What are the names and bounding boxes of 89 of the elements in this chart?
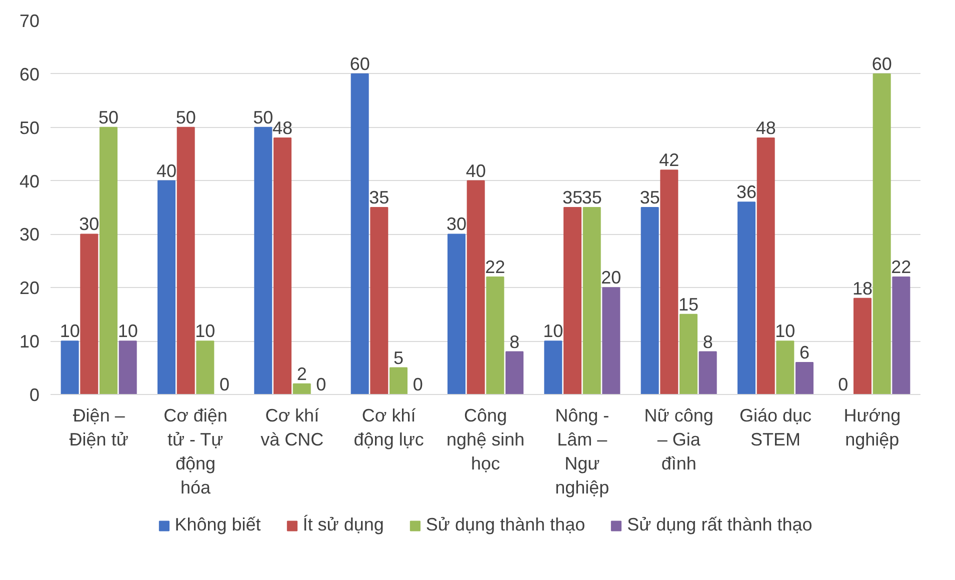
bar xyxy=(254,126,272,394)
data-label: 2 xyxy=(296,364,307,384)
bar xyxy=(872,73,891,394)
data-label: 10 xyxy=(195,321,216,342)
data-label: 50 xyxy=(253,107,274,128)
data-label: 18 xyxy=(852,278,873,298)
x-tick-label: Cơ khí và CNC xyxy=(260,406,324,450)
y-tick-label: 0 xyxy=(29,385,40,405)
data-label: 36 xyxy=(736,182,757,202)
y-tick-label: 20 xyxy=(19,278,40,298)
x-tick-label: Nông - Lâm – Ngư nghiệp xyxy=(555,406,610,498)
data-label: 10 xyxy=(543,321,564,342)
data-label: 0 xyxy=(219,374,230,394)
data-label: 0 xyxy=(838,374,848,394)
data-label: 8 xyxy=(702,332,713,352)
bar xyxy=(157,180,176,394)
data-label: 30 xyxy=(446,214,467,234)
x-tick-label: Cơ khí động lực xyxy=(354,406,424,450)
data-label: 40 xyxy=(466,160,486,181)
data-label: 35 xyxy=(640,188,660,208)
legend-label: Sử dụng thành thạo xyxy=(426,514,586,536)
x-tick-label: Công nghệ sinh học xyxy=(446,406,525,474)
legend-label: Ít sử dụng xyxy=(302,514,384,536)
bar xyxy=(582,207,601,394)
bar xyxy=(853,298,872,394)
legend-label: Không biết xyxy=(174,514,261,536)
data-label: 40 xyxy=(156,160,177,181)
data-label: 20 xyxy=(601,268,622,288)
data-label: 22 xyxy=(891,256,912,277)
bar xyxy=(118,340,137,394)
data-label: 6 xyxy=(799,342,810,362)
data-label: 15 xyxy=(678,294,699,314)
bar xyxy=(698,351,717,394)
data-label: 42 xyxy=(659,150,680,170)
bar xyxy=(370,207,388,394)
bar xyxy=(660,170,678,394)
data-label: 48 xyxy=(272,118,293,138)
y-tick-label: 30 xyxy=(19,224,40,245)
y-tick-label: 60 xyxy=(19,64,40,84)
bar xyxy=(892,276,910,394)
data-label: 30 xyxy=(79,214,100,234)
bar xyxy=(756,138,775,394)
data-label: 5 xyxy=(393,348,404,368)
data-label: 60 xyxy=(872,54,892,74)
bar xyxy=(679,314,698,394)
bar xyxy=(544,340,562,394)
x-tick-label: Cơ điện tử - Tự động hóa xyxy=(164,406,228,498)
data-label: 35 xyxy=(562,188,583,208)
bar xyxy=(350,73,369,394)
bar xyxy=(273,138,292,394)
bar xyxy=(505,351,524,394)
data-label: 35 xyxy=(369,188,390,208)
bar xyxy=(447,234,466,394)
data-label: 50 xyxy=(176,107,196,128)
data-label: 10 xyxy=(60,321,80,342)
y-tick-label: 70 xyxy=(19,11,40,31)
x-tick-label: Điện – Điện tử xyxy=(69,406,128,450)
x-tick-label: Nữ công – Gia đình xyxy=(644,406,714,474)
y-tick-label: 10 xyxy=(19,332,40,352)
bar xyxy=(99,126,118,394)
legend-label: Sử dụng rất thành thạo xyxy=(627,514,812,536)
data-label: 35 xyxy=(582,188,602,208)
bar xyxy=(486,276,504,394)
data-label: 0 xyxy=(316,374,326,394)
bar xyxy=(795,362,814,394)
data-label: 48 xyxy=(756,118,776,138)
bar xyxy=(196,340,214,394)
data-label: 10 xyxy=(118,321,138,342)
data-label: 22 xyxy=(485,256,506,277)
x-tick-label: Giáo dục STEM xyxy=(739,406,812,450)
bar xyxy=(563,207,582,394)
bar xyxy=(292,383,311,394)
data-label: 50 xyxy=(98,107,119,128)
bar xyxy=(466,180,485,394)
bar xyxy=(640,207,659,394)
data-label: 0 xyxy=(412,374,423,394)
bar xyxy=(776,340,794,394)
bar xyxy=(602,287,620,394)
data-label: 8 xyxy=(509,332,520,352)
bar xyxy=(176,126,195,394)
y-tick-label: 40 xyxy=(19,171,40,192)
bar xyxy=(389,367,408,394)
x-tick-label: Hướng nghiệp xyxy=(844,406,901,450)
data-label: 60 xyxy=(350,54,370,74)
bar xyxy=(737,202,756,394)
data-label: 10 xyxy=(775,321,796,342)
bar xyxy=(60,340,79,394)
y-tick-label: 50 xyxy=(19,118,40,138)
bar xyxy=(80,234,98,394)
